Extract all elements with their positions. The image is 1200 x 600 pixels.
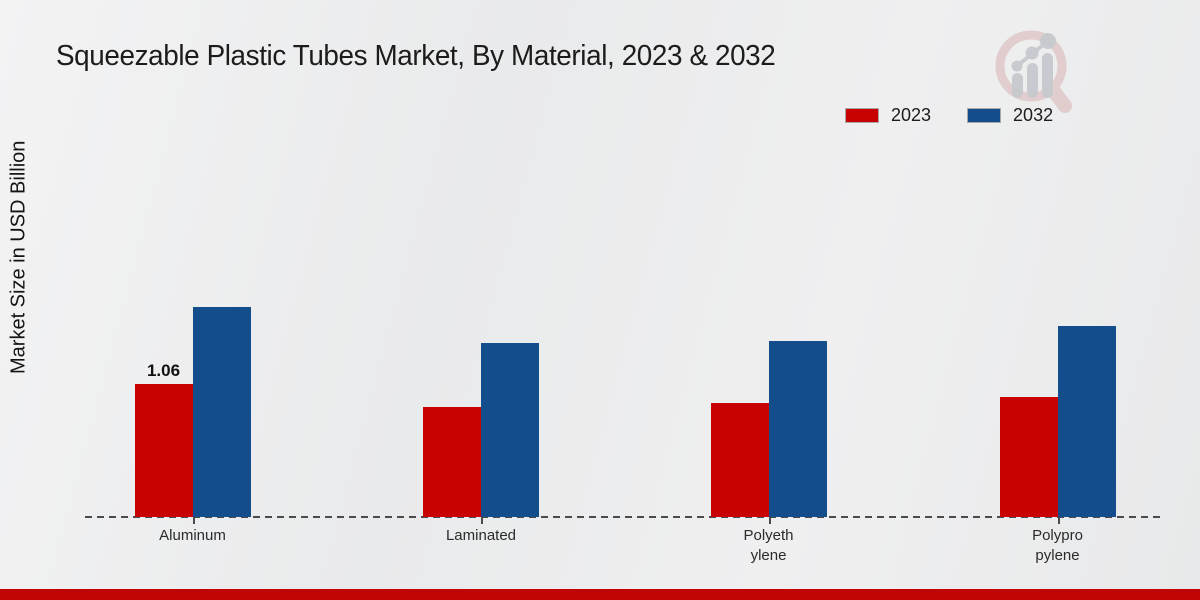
bar-2032-aluminum	[192, 307, 251, 517]
bar-2023-polyethylene	[710, 403, 769, 517]
chart-title: Squeezable Plastic Tubes Market, By Mate…	[56, 40, 776, 72]
legend-swatch-2032	[967, 108, 1002, 123]
x-axis-tick	[192, 517, 195, 524]
x-axis-tick	[481, 517, 483, 524]
x-axis-tick	[1057, 517, 1060, 524]
bar-2023-laminated	[423, 407, 481, 517]
x-axis-category-label: Aluminum	[159, 527, 226, 544]
x-axis-category-label: Polyeth ylene	[743, 527, 794, 564]
legend-swatch-2023	[845, 108, 879, 123]
market-research-logo-watermark	[995, 30, 1072, 113]
bar-2032-polyethylene	[768, 341, 827, 517]
legend-item-2032: 2032	[967, 105, 1053, 126]
bar-2032-polypropylene	[1057, 326, 1116, 517]
bar-2023-aluminum	[134, 384, 193, 517]
bar-2023-polypropylene	[999, 397, 1058, 517]
x-axis-tick	[768, 517, 771, 524]
x-axis-category-label: Polypro pylene	[1032, 527, 1083, 564]
bottom-accent-bar	[0, 589, 1200, 600]
x-axis-baseline	[85, 516, 1163, 518]
bar-value-label: 1.06	[146, 361, 181, 380]
legend-label-2023: 2023	[891, 105, 932, 125]
legend-label-2032: 2032	[1013, 105, 1054, 125]
bar-2032-laminated	[481, 343, 539, 517]
x-axis-category-label: Laminated	[445, 527, 517, 544]
legend: 2023 2032	[845, 105, 1053, 126]
legend-item-2023: 2023	[845, 105, 931, 126]
